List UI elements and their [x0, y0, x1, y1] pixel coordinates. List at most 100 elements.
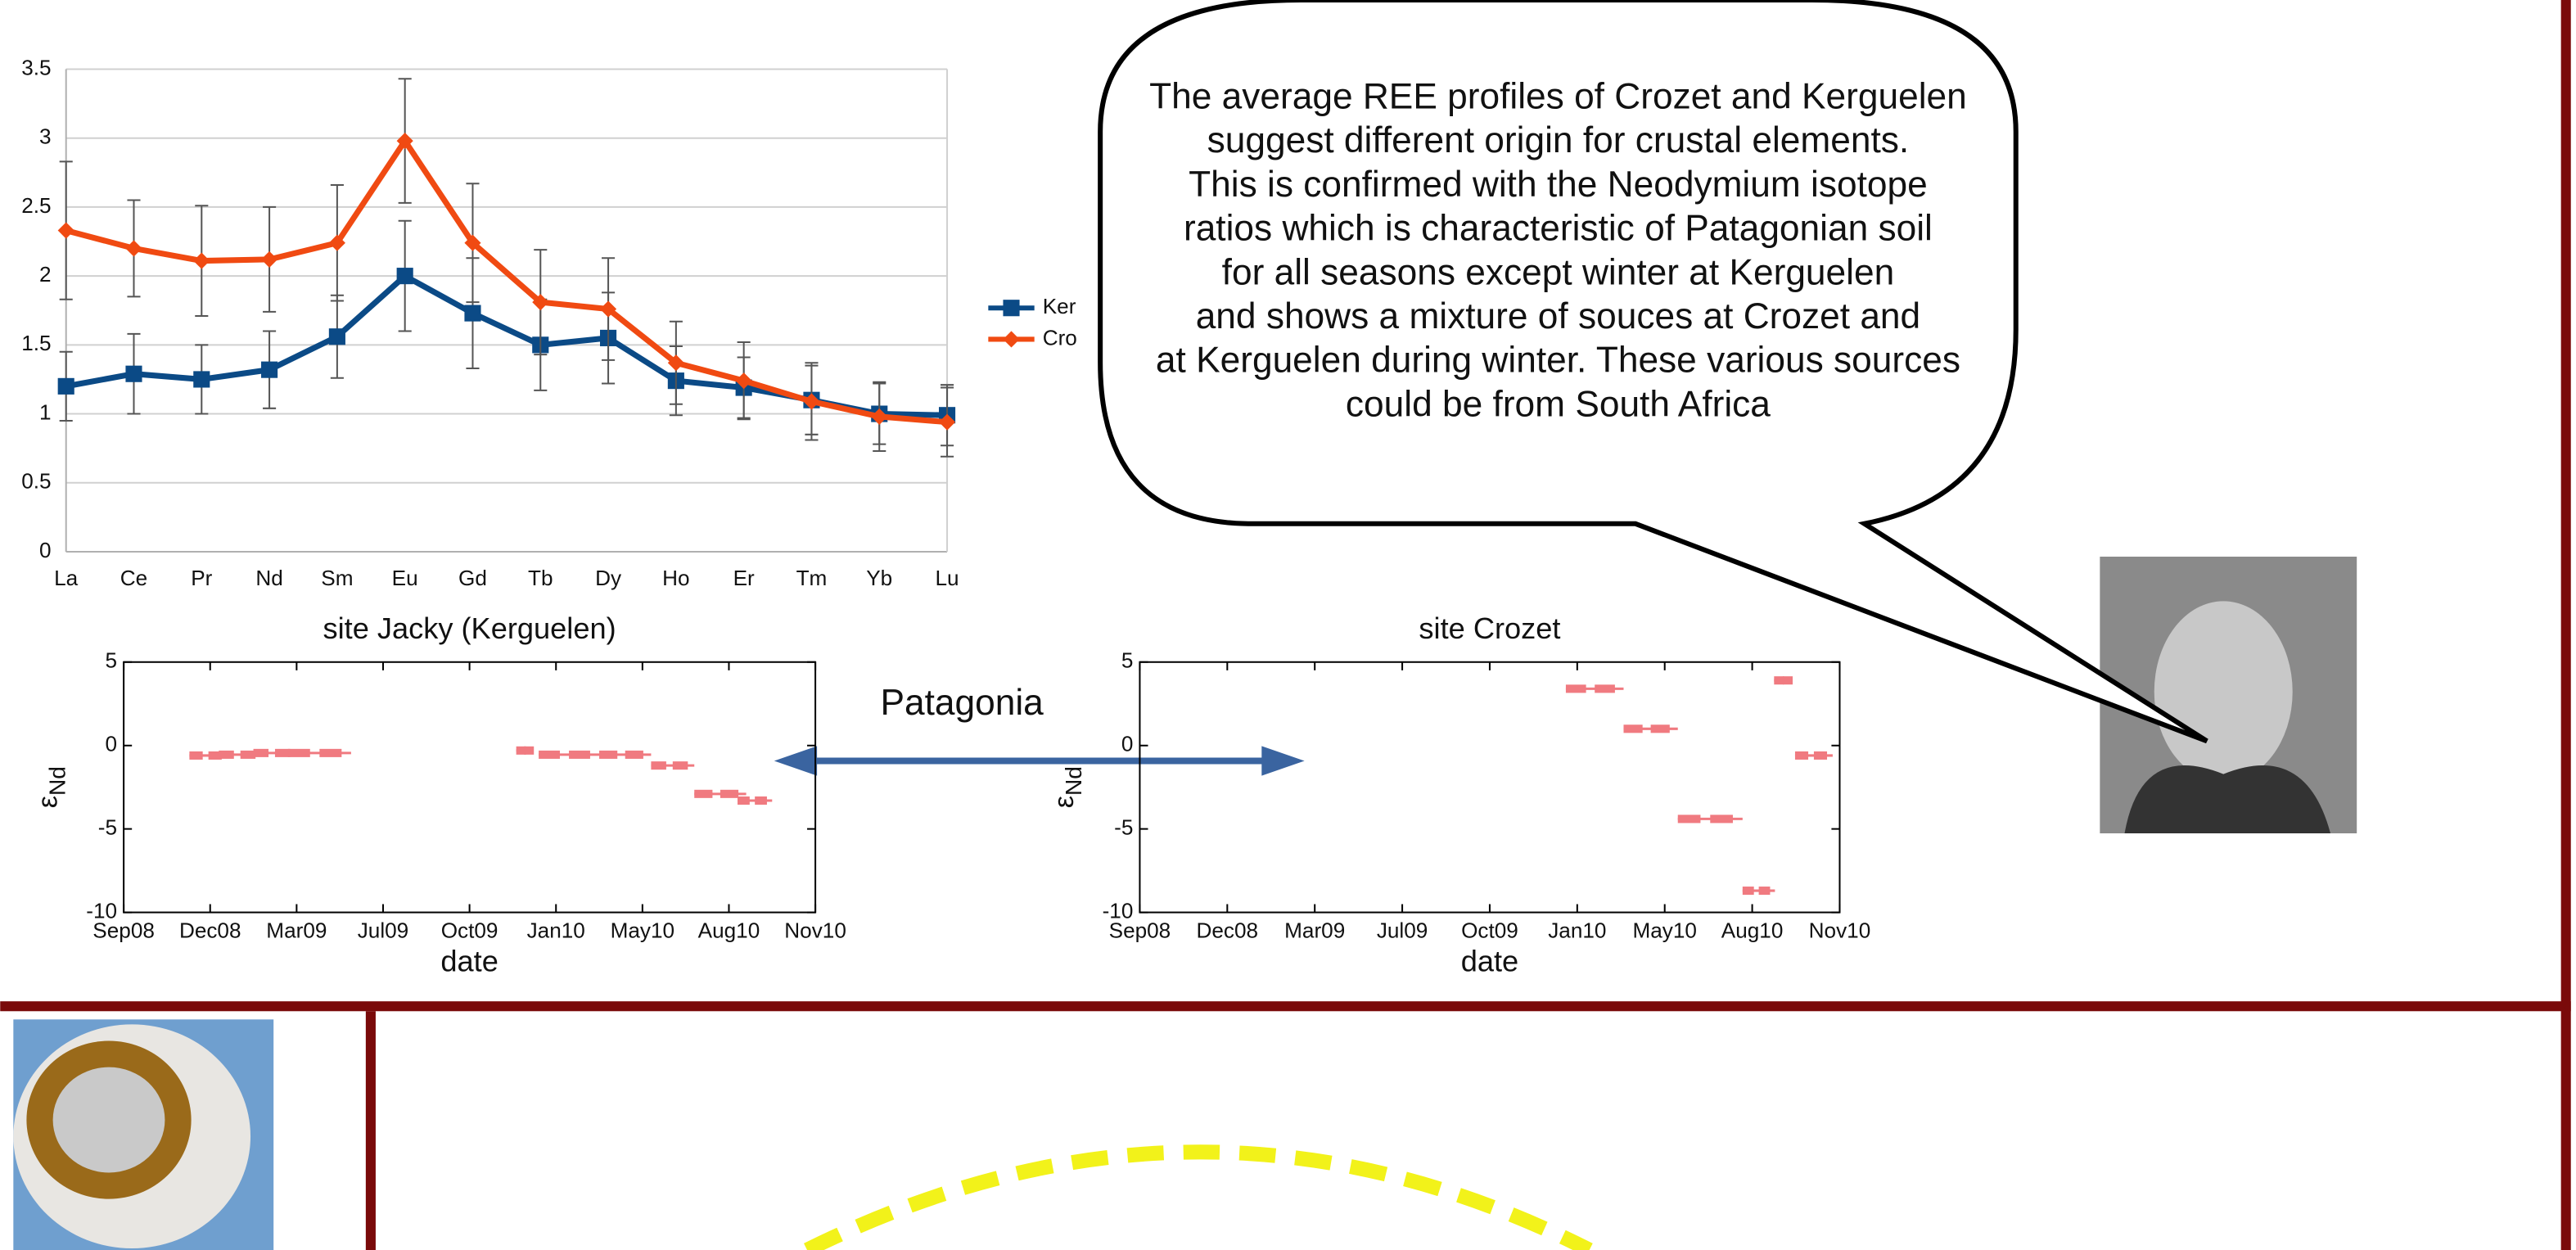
x-tick-label: Tb [528, 566, 553, 590]
x-tick-label: Mar09 [266, 918, 327, 943]
range-marker [241, 751, 255, 759]
y-axis-label: εNd [1049, 766, 1086, 808]
legend-marker [1003, 300, 1019, 316]
range-marker [694, 790, 712, 798]
range-marker [651, 761, 665, 769]
y-label-symbol: ε [1049, 796, 1080, 808]
border [2561, 0, 2571, 1250]
y-tick-label: 5 [1121, 648, 1134, 673]
x-tick-label: Gd [458, 566, 487, 590]
callout-line: The average REE profiles of Crozet and K… [1149, 76, 1967, 116]
marker [58, 378, 74, 395]
x-tick-label: Yb [866, 566, 892, 590]
marker [397, 268, 413, 284]
plot-frame [1139, 662, 1839, 913]
y-tick-label: 0 [106, 732, 118, 756]
callout-line: suggest different origin for crustal ele… [1207, 120, 1910, 160]
plot-frame [124, 662, 815, 913]
range-marker [569, 751, 590, 759]
x-tick-label: Oct09 [1461, 918, 1518, 943]
border [0, 1001, 2571, 1011]
marker [464, 305, 480, 322]
callout-line: and shows a mixture of souces at Crozet … [1196, 296, 1920, 336]
marker [193, 253, 210, 269]
x-axis-label: date [1461, 944, 1518, 977]
y-tick-label: 1.5 [21, 331, 51, 355]
range-marker [599, 751, 617, 759]
x-tick-label: Dy [595, 566, 622, 590]
x-tick-label: May10 [1632, 918, 1696, 943]
range-marker [524, 747, 534, 755]
y-label-subscript: Nd [45, 766, 70, 796]
x-tick-label: Nd [255, 566, 282, 590]
page: {"chart_data": [ {"type": "line", "categ… [0, 0, 2576, 1250]
range-marker [288, 749, 310, 757]
range-marker [539, 751, 560, 759]
x-tick-label: Jan10 [527, 918, 585, 943]
range-marker [1759, 887, 1771, 895]
chart-title: site Jacky (Kerguelen) [323, 611, 616, 645]
legend-label: Ker [1043, 294, 1076, 318]
range-marker [1678, 815, 1701, 823]
y-tick-label: -5 [98, 815, 117, 840]
y-tick-label: -5 [1114, 815, 1133, 840]
x-tick-label: Ho [662, 566, 689, 590]
marker [261, 362, 277, 378]
marker [329, 328, 345, 345]
x-tick-label: Er [733, 566, 755, 590]
x-tick-label: Nov10 [1809, 918, 1871, 943]
callout-line: for all seasons except winter at Kerguel… [1222, 252, 1895, 292]
range-marker [1743, 887, 1754, 895]
y-tick-label: 0 [39, 538, 52, 562]
callout-line: at Kerguelen during winter. These variou… [1156, 341, 1960, 381]
poster: The average REE profiles of Crozet and K… [0, 0, 2576, 1250]
x-tick-label: Ce [120, 566, 147, 590]
marker [58, 222, 74, 238]
x-tick-label: Eu [392, 566, 418, 590]
y-tick-label: 2.5 [21, 193, 51, 218]
range-marker [254, 749, 268, 757]
range-marker [319, 749, 341, 757]
range-marker [738, 796, 750, 805]
x-tick-label: Jan10 [1548, 918, 1606, 943]
legend-label: Cro [1043, 325, 1077, 350]
dashed-arc [807, 1152, 1590, 1250]
range-marker [1783, 676, 1793, 684]
range-marker [1566, 684, 1586, 693]
range-marker [1795, 751, 1808, 760]
range-marker [1710, 815, 1733, 823]
callout-line: could be from South Africa [1346, 384, 1771, 424]
range-marker [275, 749, 290, 757]
callout-line: This is confirmed with the Neodymium iso… [1189, 165, 1928, 205]
y-tick-label: 3 [39, 124, 52, 149]
x-tick-label: Sep08 [1109, 918, 1171, 943]
legend-marker [1003, 331, 1019, 347]
y-label-subscript: Nd [1061, 766, 1086, 796]
marker [125, 366, 142, 382]
x-tick-label: Nov10 [784, 918, 846, 943]
x-tick-label: Oct09 [441, 918, 499, 943]
x-tick-label: May10 [611, 918, 674, 943]
callout-line: ratios which is characteristic of Patago… [1184, 209, 1933, 249]
portrait-face [2154, 601, 2293, 782]
y-tick-label: 1 [39, 399, 52, 424]
range-marker [219, 751, 233, 759]
range-marker [720, 790, 738, 798]
y-tick-label: 0.5 [21, 469, 51, 494]
range-marker [189, 751, 202, 760]
x-tick-label: Dec08 [179, 918, 241, 943]
x-tick-label: Mar09 [1284, 918, 1345, 943]
x-tick-label: Sm [321, 566, 353, 590]
x-tick-label: Pr [191, 566, 212, 590]
range-marker [1774, 676, 1784, 684]
y-tick-label: 5 [106, 648, 118, 673]
y-tick-label: 3.5 [21, 55, 51, 79]
x-axis-label: date [440, 944, 498, 977]
border [366, 1011, 376, 1250]
x-tick-label: Aug10 [1721, 918, 1784, 943]
marker [125, 240, 142, 256]
y-label-symbol: ε [33, 796, 64, 808]
range-marker [1651, 724, 1670, 733]
x-tick-label: Jul09 [1377, 918, 1428, 943]
x-tick-label: Dec08 [1197, 918, 1259, 943]
